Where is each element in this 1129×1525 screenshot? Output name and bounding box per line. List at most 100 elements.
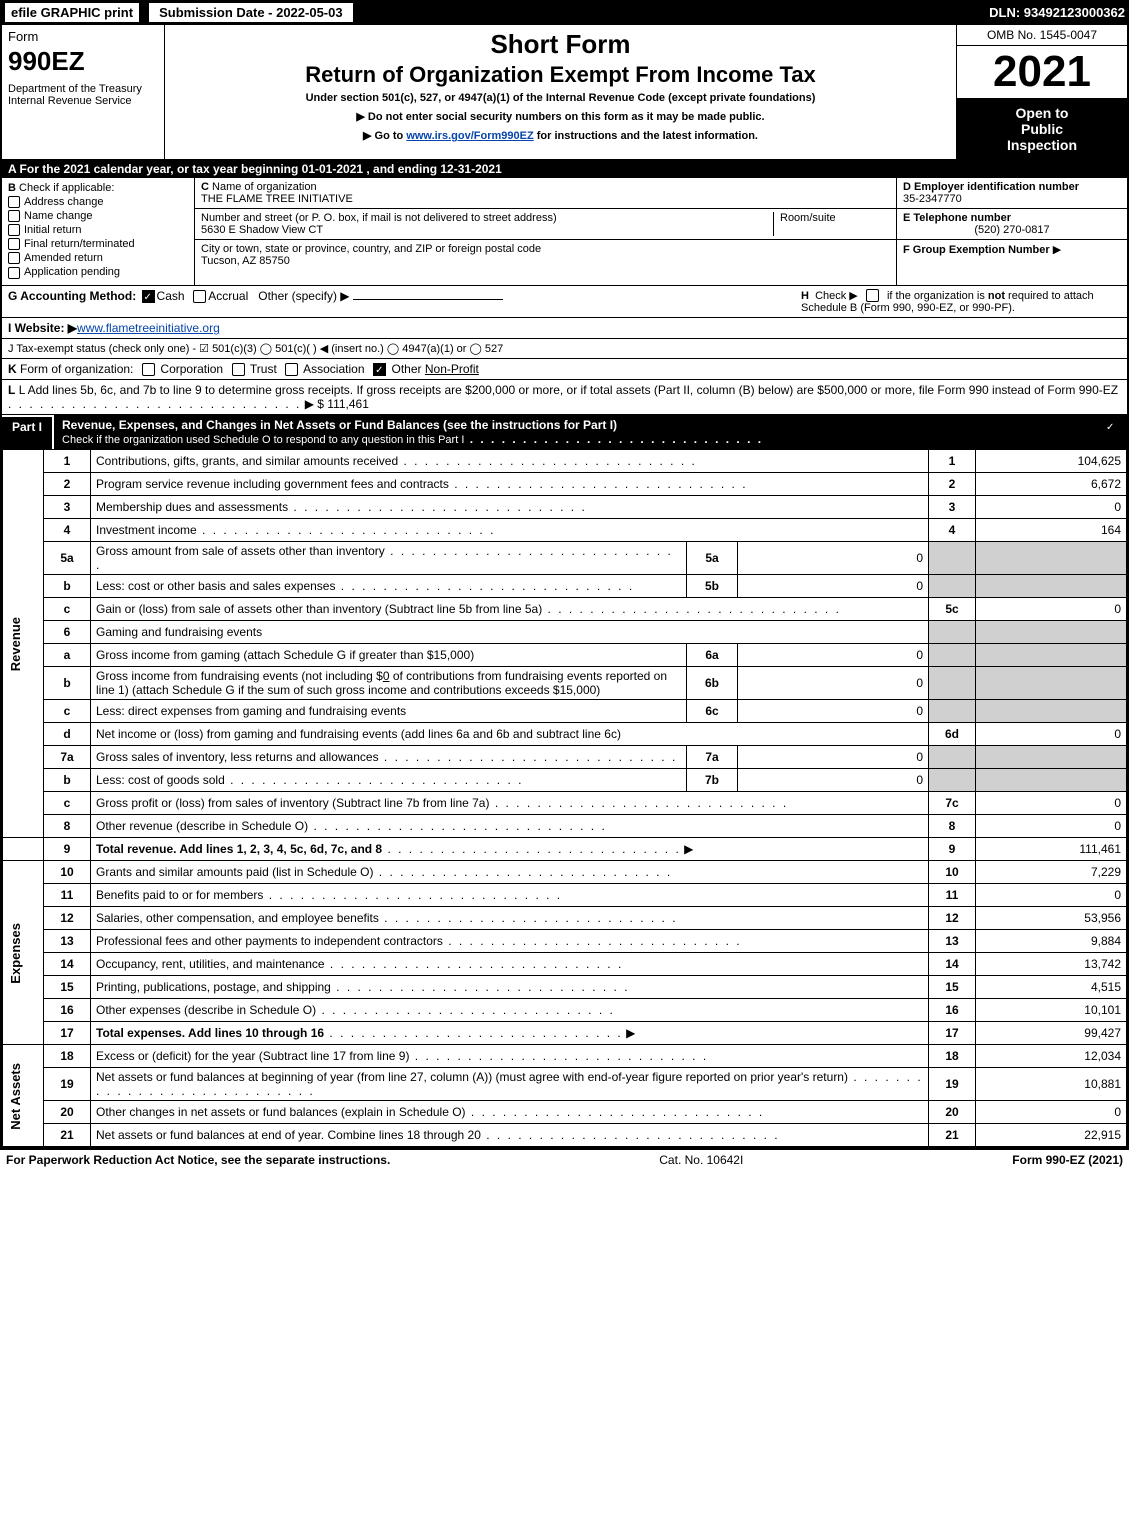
chk-label: Final return/terminated bbox=[24, 238, 135, 250]
line-num: 16 bbox=[44, 999, 91, 1022]
table-row: Net Assets 18 Excess or (deficit) for th… bbox=[3, 1045, 1127, 1068]
line-ref: 10 bbox=[929, 861, 976, 884]
line-desc: Total expenses. Add lines 10 through 16 … bbox=[91, 1022, 929, 1045]
chk-label: Amended return bbox=[24, 252, 103, 264]
part-tab: Part I bbox=[2, 415, 54, 449]
line-ref: 12 bbox=[929, 907, 976, 930]
efile-print-button[interactable]: efile GRAPHIC print bbox=[4, 2, 140, 23]
line-desc: Net assets or fund balances at beginning… bbox=[91, 1068, 929, 1101]
dots-icon bbox=[8, 397, 301, 411]
line-num: b bbox=[44, 769, 91, 792]
org-city: Tucson, AZ 85750 bbox=[201, 255, 290, 267]
shaded-cell bbox=[976, 769, 1127, 792]
chk-name-change[interactable]: Name change bbox=[8, 210, 188, 222]
column-d-e-f: D Employer identification number 35-2347… bbox=[896, 178, 1127, 285]
under-section-text: Under section 501(c), 527, or 4947(a)(1)… bbox=[173, 92, 948, 104]
revenue-sidebar: Revenue bbox=[3, 450, 44, 838]
c-letter: C bbox=[201, 181, 209, 193]
line-num: 21 bbox=[44, 1124, 91, 1147]
c-name-cell: C Name of organization THE FLAME TREE IN… bbox=[195, 178, 896, 209]
table-row: 12 Salaries, other compensation, and emp… bbox=[3, 907, 1127, 930]
table-row: b Less: cost of goods sold 7b 0 bbox=[3, 769, 1127, 792]
website-link[interactable]: www.flametreeinitiative.org bbox=[77, 321, 220, 335]
line-ref: 8 bbox=[929, 815, 976, 838]
shaded-cell bbox=[976, 621, 1127, 644]
chk-final-return[interactable]: Final return/terminated bbox=[8, 238, 188, 250]
table-row: 16 Other expenses (describe in Schedule … bbox=[3, 999, 1127, 1022]
table-row: 19 Net assets or fund balances at beginn… bbox=[3, 1068, 1127, 1101]
line-desc: Membership dues and assessments bbox=[91, 496, 929, 519]
line-desc: Less: cost of goods sold bbox=[91, 769, 687, 792]
line-ref: 16 bbox=[929, 999, 976, 1022]
goto-prefix: ▶ Go to bbox=[363, 130, 406, 142]
line-value: 104,625 bbox=[976, 450, 1127, 473]
g-accrual: Accrual bbox=[208, 289, 248, 303]
row-a-tax-year: A For the 2021 calendar year, or tax yea… bbox=[2, 160, 1127, 178]
line-value: 4,515 bbox=[976, 976, 1127, 999]
table-row: 3 Membership dues and assessments 3 0 bbox=[3, 496, 1127, 519]
shaded-cell bbox=[929, 769, 976, 792]
line-value: 53,956 bbox=[976, 907, 1127, 930]
sidebar-label: Expenses bbox=[8, 923, 23, 984]
sub-ref: 6a bbox=[687, 644, 738, 667]
checkbox-icon bbox=[8, 224, 20, 236]
line-ref: 3 bbox=[929, 496, 976, 519]
table-row: 13 Professional fees and other payments … bbox=[3, 930, 1127, 953]
line-ref: 7c bbox=[929, 792, 976, 815]
sub-value: 0 bbox=[738, 769, 929, 792]
table-row: 5a Gross amount from sale of assets othe… bbox=[3, 542, 1127, 575]
header-right: OMB No. 1545-0047 2021 Open to Public In… bbox=[956, 25, 1127, 159]
checkbox-checked-icon bbox=[373, 363, 386, 376]
row-i-website: I Website: ▶www.flametreeinitiative.org bbox=[2, 318, 1127, 339]
chk-label: Application pending bbox=[24, 266, 120, 278]
shaded-cell bbox=[976, 542, 1127, 575]
line-num: 18 bbox=[44, 1045, 91, 1068]
table-row: b Less: cost or other basis and sales ex… bbox=[3, 575, 1127, 598]
line-ref: 21 bbox=[929, 1124, 976, 1147]
line-6b-amount: 0 bbox=[383, 669, 390, 683]
row-g-h: G Accounting Method: Cash Accrual Other … bbox=[2, 286, 1127, 319]
table-row: a Gross income from gaming (attach Sched… bbox=[3, 644, 1127, 667]
ein-value: 35-2347770 bbox=[903, 193, 962, 205]
chk-amended-return[interactable]: Amended return bbox=[8, 252, 188, 264]
goto-note: ▶ Go to www.irs.gov/Form990EZ for instru… bbox=[173, 129, 948, 142]
chk-label: Name change bbox=[24, 210, 93, 222]
c-name-label: Name of organization bbox=[212, 181, 317, 193]
omb-number: OMB No. 1545-0047 bbox=[957, 25, 1127, 46]
sidebar-blank bbox=[3, 838, 44, 861]
chk-application-pending[interactable]: Application pending bbox=[8, 266, 188, 278]
chk-initial-return[interactable]: Initial return bbox=[8, 224, 188, 236]
shaded-cell bbox=[929, 667, 976, 700]
page-footer: For Paperwork Reduction Act Notice, see … bbox=[0, 1149, 1129, 1170]
line-desc: Benefits paid to or for members bbox=[91, 884, 929, 907]
table-row: 15 Printing, publications, postage, and … bbox=[3, 976, 1127, 999]
f-label: F Group Exemption Number bbox=[903, 244, 1050, 256]
b-text: Check if applicable: bbox=[19, 182, 114, 194]
f-group-cell: F Group Exemption Number ▶ bbox=[897, 240, 1127, 285]
table-row: 11 Benefits paid to or for members 11 0 bbox=[3, 884, 1127, 907]
line-value: 111,461 bbox=[976, 838, 1127, 861]
line-num: 4 bbox=[44, 519, 91, 542]
chk-label: Address change bbox=[24, 196, 104, 208]
chk-address-change[interactable]: Address change bbox=[8, 196, 188, 208]
checkbox-icon bbox=[8, 210, 20, 222]
line-desc: Gross income from fundraising events (no… bbox=[91, 667, 687, 700]
line-desc: Grants and similar amounts paid (list in… bbox=[91, 861, 929, 884]
chk-label: Initial return bbox=[24, 224, 81, 236]
b-letter: B bbox=[8, 182, 16, 194]
i-label: I Website: ▶ bbox=[8, 321, 77, 335]
irs-link[interactable]: www.irs.gov/Form990EZ bbox=[406, 130, 533, 142]
line-desc: Less: direct expenses from gaming and fu… bbox=[91, 700, 687, 723]
open-line1: Open to bbox=[961, 105, 1123, 121]
line-desc: Contributions, gifts, grants, and simila… bbox=[91, 450, 929, 473]
c-street-cell: Number and street (or P. O. box, if mail… bbox=[195, 209, 896, 240]
g-label: G Accounting Method: bbox=[8, 289, 136, 303]
line-ref: 5c bbox=[929, 598, 976, 621]
line-num: 17 bbox=[44, 1022, 91, 1045]
line-value: 10,101 bbox=[976, 999, 1127, 1022]
table-row: Revenue 1 Contributions, gifts, grants, … bbox=[3, 450, 1127, 473]
form-number: 990EZ bbox=[8, 46, 158, 77]
part-subtitle: Check if the organization used Schedule … bbox=[62, 434, 464, 446]
checkbox-checked-icon bbox=[1104, 420, 1117, 433]
sub-value: 0 bbox=[738, 575, 929, 598]
